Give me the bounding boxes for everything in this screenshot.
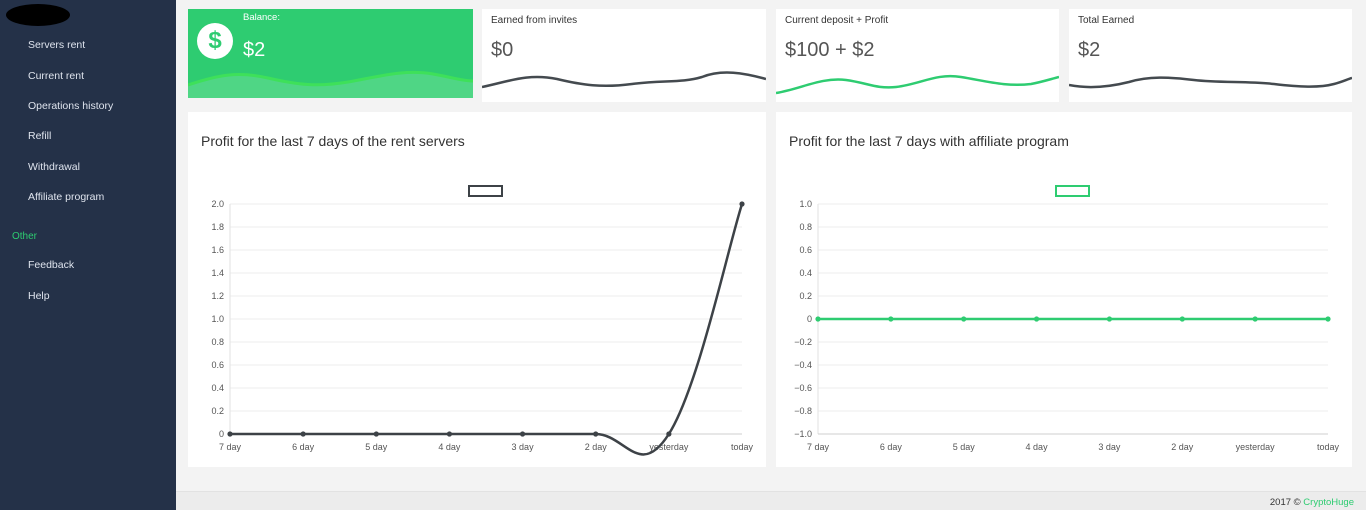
y-tick-label: −0.6: [794, 383, 812, 393]
sidebar-item-current-rent[interactable]: Current rent: [28, 70, 85, 82]
main-content: $ Balance: $2 Earned from invites $0 Cur…: [176, 0, 1366, 510]
rent-chart-title: Profit for the last 7 days of the rent s…: [201, 133, 465, 149]
affiliate-profit-panel: Profit for the last 7 days with affiliat…: [776, 112, 1352, 467]
rent-profit-panel: Profit for the last 7 days of the rent s…: [188, 112, 766, 467]
y-tick-label: 0.6: [799, 245, 812, 255]
sidebar-item-operations-history[interactable]: Operations history: [28, 100, 114, 112]
y-tick-label: 2.0: [211, 199, 224, 209]
x-tick-label: 2 day: [1171, 442, 1194, 452]
logo[interactable]: [6, 4, 70, 26]
sidebar-item-help[interactable]: Help: [28, 290, 50, 302]
y-tick-label: 0.2: [799, 291, 812, 301]
sidebar-item-feedback[interactable]: Feedback: [28, 259, 75, 271]
x-tick-label: 3 day: [512, 442, 535, 452]
sidebar-item-withdrawal[interactable]: Withdrawal: [28, 161, 80, 173]
footer: 2017 © CryptoHuge: [176, 491, 1366, 510]
data-point[interactable]: [666, 431, 672, 437]
data-point[interactable]: [739, 201, 745, 207]
affiliate-profit-chart: −1.0 −0.8 −0.6 −0.4 −0.2 0 0.2 0.4 0.6 0.8 1.0 7 da…: [794, 185, 1340, 452]
x-tick-label: yesterday: [649, 442, 689, 452]
invites-wave: [482, 71, 766, 89]
y-tick-label: 1.6: [211, 245, 224, 255]
deposit-label: Current deposit + Profit: [785, 15, 889, 26]
y-tick-label: 0.8: [211, 337, 224, 347]
balance-wave: [188, 70, 473, 98]
rent-profit-chart: 0 0.2 0.4 0.6 0.8 1.0 1.2 1.4 1.6 1.8 2.0 7 day 6 da…: [211, 185, 754, 456]
sidebar: Servers rent Current rent Operations his…: [0, 0, 176, 510]
invites-label: Earned from invites: [491, 15, 578, 26]
total-earned-value: $2: [1078, 39, 1101, 61]
data-point[interactable]: [446, 431, 453, 437]
data-point[interactable]: [1252, 316, 1258, 322]
x-tick-label: today: [731, 442, 754, 452]
x-tick-label: 5 day: [953, 442, 976, 452]
footer-brand-link[interactable]: CryptoHuge: [1303, 497, 1354, 508]
sidebar-item-servers-rent[interactable]: Servers rent: [28, 39, 86, 51]
deposit-card: Current deposit + Profit $100 + $2: [776, 9, 1059, 102]
footer-text: 2017 © CryptoHuge: [1270, 497, 1354, 508]
sidebar-item-affiliate-program[interactable]: Affiliate program: [28, 191, 105, 203]
invites-card: Earned from invites $0: [482, 9, 766, 102]
total-earned-label: Total Earned: [1078, 15, 1135, 26]
y-tick-label: 1.4: [211, 268, 224, 278]
balance-value: $2: [243, 39, 266, 61]
balance-label: Balance:: [243, 12, 280, 23]
x-tick-label: 4 day: [1026, 442, 1049, 452]
x-tick-label: 7 day: [219, 442, 242, 452]
sidebar-item-refill[interactable]: Refill: [28, 130, 52, 142]
affiliate-chart-title: Profit for the last 7 days with affiliat…: [789, 133, 1069, 149]
y-tick-label: 1.0: [211, 314, 224, 324]
sidebar-section-other: Other: [12, 231, 38, 242]
y-tick-label: 0.4: [211, 383, 224, 393]
invites-value: $0: [491, 39, 514, 61]
y-tick-label: −1.0: [794, 429, 812, 439]
data-point[interactable]: [815, 316, 821, 322]
x-tick-label: yesterday: [1236, 442, 1276, 452]
y-tick-label: 0.8: [799, 222, 812, 232]
y-tick-label: 1.2: [211, 291, 224, 301]
y-tick-label: 0.4: [799, 268, 812, 278]
legend-swatch-1[interactable]: [1055, 185, 1090, 197]
data-point[interactable]: [373, 431, 379, 437]
x-tick-label: 6 day: [880, 442, 903, 452]
data-point[interactable]: [961, 316, 967, 322]
x-tick-label: 5 day: [365, 442, 388, 452]
data-point[interactable]: [888, 316, 894, 322]
total-earned-card: Total Earned $2: [1069, 9, 1352, 102]
x-tick-label: 4 day: [438, 442, 461, 452]
total-earned-wave: [1069, 76, 1352, 89]
deposit-wave: [776, 74, 1059, 95]
y-tick-label: 0: [219, 429, 224, 439]
data-point[interactable]: [1033, 316, 1040, 322]
legend-swatch-0[interactable]: [468, 185, 503, 197]
x-tick-label: 3 day: [1098, 442, 1121, 452]
y-tick-label: −0.2: [794, 337, 812, 347]
data-point[interactable]: [300, 431, 306, 437]
deposit-value: $100 + $2: [785, 39, 875, 61]
x-tick-label: 7 day: [807, 442, 830, 452]
series-line: [230, 203, 744, 456]
data-point[interactable]: [227, 431, 233, 437]
data-point[interactable]: [519, 431, 526, 437]
dollar-icon: $: [197, 23, 233, 59]
data-point[interactable]: [593, 431, 599, 437]
copyright: 2017 ©: [1269, 497, 1304, 508]
y-tick-label: −0.8: [794, 406, 812, 416]
balance-card: $ Balance: $2: [188, 9, 473, 98]
x-tick-label: 6 day: [292, 442, 315, 452]
y-tick-label: 0.6: [211, 360, 224, 370]
y-tick-label: 0: [807, 314, 812, 324]
data-point[interactable]: [1179, 316, 1185, 322]
x-tick-label: today: [1317, 442, 1340, 452]
y-tick-label: 0.2: [211, 406, 224, 416]
data-point[interactable]: [1325, 316, 1331, 322]
data-point[interactable]: [1106, 316, 1113, 322]
y-tick-label: 1.0: [799, 199, 812, 209]
x-tick-label: 2 day: [585, 442, 608, 452]
y-tick-label: 1.8: [211, 222, 224, 232]
y-tick-label: −0.4: [794, 360, 812, 370]
